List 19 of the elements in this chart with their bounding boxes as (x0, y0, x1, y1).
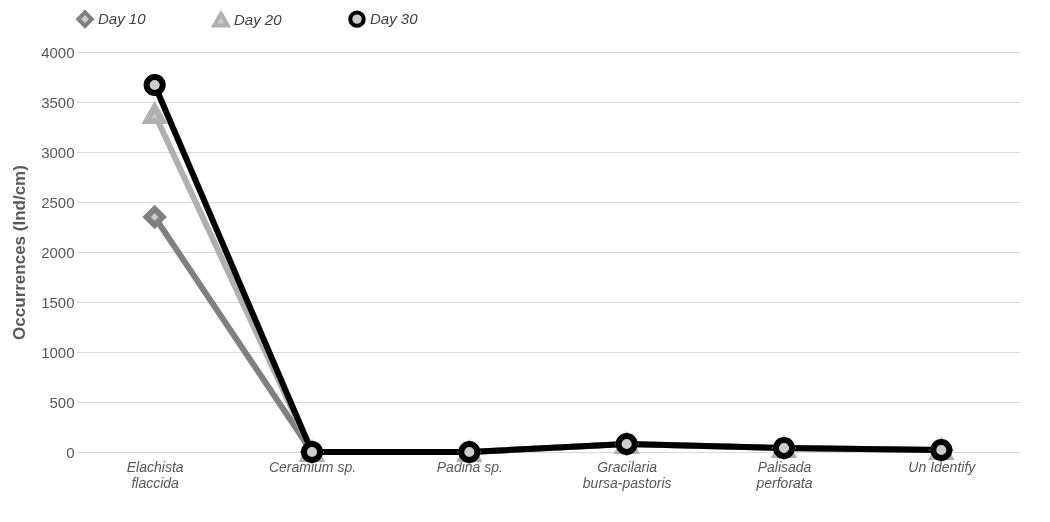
y-tick-label: 1500 (41, 293, 75, 311)
y-tick-label: 3000 (41, 143, 75, 161)
x-tick-label: Un Identify (908, 458, 977, 475)
y-tick-label: 1000 (41, 343, 75, 361)
legend-label: Day 30 (370, 10, 419, 28)
y-tick-label: 2500 (41, 193, 75, 211)
y-tick-label: 500 (49, 393, 75, 411)
y-tick-label: 2000 (41, 243, 75, 261)
x-tick-label: Ceramium sp. (268, 458, 357, 475)
legend-label: Day 20 (234, 10, 283, 28)
y-tick-label: 3500 (41, 93, 75, 111)
x-tick-label: Elachista flaccida (126, 458, 184, 491)
x-tick-label: Padina sp. (436, 458, 503, 475)
y-tick-label: 4000 (41, 43, 75, 61)
y-tick-label: 0 (66, 443, 75, 461)
x-tick-label: Palisada perforata (755, 458, 813, 491)
y-axis-title: Occurrences (Ind/cm) (10, 165, 30, 340)
x-tick-label: Gracilaria bursa-pastoris (582, 458, 672, 491)
legend-label: Day 10 (98, 10, 147, 28)
